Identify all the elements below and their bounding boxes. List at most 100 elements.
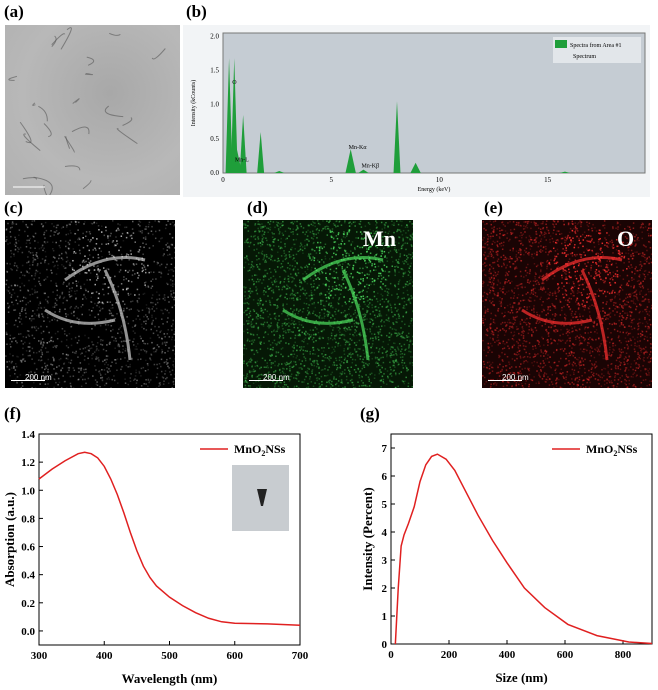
pixel: [397, 364, 399, 366]
pixel: [392, 342, 395, 344]
pixel: [84, 271, 87, 274]
pixel: [301, 340, 303, 342]
pixel: [244, 223, 247, 225]
pixel: [263, 254, 266, 256]
pixel: [404, 380, 406, 382]
pixel: [68, 291, 71, 293]
pixel: [605, 359, 608, 362]
pixel: [60, 257, 63, 259]
pixel: [56, 299, 58, 302]
pixel: [497, 279, 499, 281]
pixel: [580, 223, 582, 225]
pixel: [584, 281, 586, 284]
pixel: [31, 315, 33, 317]
pixel: [374, 374, 376, 376]
pixel: [19, 277, 21, 279]
pixel: [349, 333, 351, 335]
pixel: [94, 283, 96, 286]
pixel: [573, 294, 575, 297]
pixel: [339, 264, 341, 266]
pixel: [381, 250, 383, 253]
pixel: [287, 278, 289, 280]
pixel: [77, 356, 79, 358]
pixel: [289, 228, 292, 230]
pixel: [362, 297, 365, 300]
pixel: [385, 238, 388, 241]
pixel: [102, 339, 104, 342]
pixel: [562, 372, 564, 374]
pixel: [369, 261, 371, 263]
pixel: [397, 288, 400, 290]
pixel: [509, 311, 512, 314]
pixel: [543, 233, 546, 236]
pixel: [132, 340, 134, 343]
pixel: [271, 254, 273, 257]
pixel: [284, 386, 286, 388]
pixel: [350, 353, 352, 356]
pixel: [409, 301, 411, 303]
pixel: [488, 346, 491, 349]
pixel: [358, 272, 360, 274]
pixel: [151, 323, 153, 325]
pixel: [260, 310, 263, 312]
pixel: [576, 292, 579, 295]
pixel: [259, 223, 261, 226]
pixel: [359, 371, 361, 373]
panel-label-g: (g): [360, 404, 380, 423]
pixel: [90, 347, 93, 349]
pixel: [293, 293, 295, 296]
pixel: [274, 278, 277, 281]
pixel: [70, 359, 73, 362]
pixel: [409, 238, 411, 241]
pixel: [395, 321, 397, 323]
pixel: [69, 239, 71, 242]
pixel: [366, 248, 368, 250]
pixel: [131, 358, 133, 361]
pixel: [310, 289, 312, 292]
pixel: [383, 223, 386, 226]
pixel: [320, 264, 323, 266]
pixel: [402, 272, 405, 275]
pixel: [262, 304, 264, 306]
pixel: [59, 296, 61, 298]
pixel: [303, 333, 306, 335]
pixel: [278, 327, 280, 329]
nanosheet-edge: [86, 56, 95, 66]
pixel: [387, 300, 390, 302]
pixel: [341, 371, 344, 373]
pixel: [526, 281, 529, 283]
pixel: [65, 245, 67, 248]
pixel: [131, 237, 133, 240]
pixel: [286, 323, 288, 325]
pixel: [394, 348, 396, 351]
pixel: [327, 314, 330, 316]
pixel: [83, 283, 86, 286]
pixel: [244, 261, 247, 264]
pixel: [348, 300, 351, 303]
pixel: [375, 235, 377, 237]
pixel: [37, 241, 39, 244]
pixel: [503, 334, 506, 336]
pixel: [29, 375, 32, 377]
pixel: [171, 329, 173, 331]
pixel: [278, 342, 281, 345]
pixel: [138, 251, 140, 253]
pixel: [44, 260, 46, 262]
pixel: [617, 292, 620, 294]
pixel: [45, 325, 48, 328]
pixel: [544, 350, 546, 353]
pixel: [497, 264, 499, 266]
pixel: [101, 344, 104, 346]
pixel: [342, 256, 345, 259]
pixel: [66, 299, 68, 302]
pixel: [303, 302, 306, 305]
pixel: [262, 241, 264, 243]
pixel: [333, 281, 336, 284]
pixel: [366, 273, 369, 275]
pixel: [618, 339, 621, 342]
pixel: [505, 369, 508, 371]
pixel: [551, 313, 554, 316]
pixel: [38, 340, 40, 342]
pixel: [389, 366, 392, 369]
pixel: [322, 337, 324, 339]
